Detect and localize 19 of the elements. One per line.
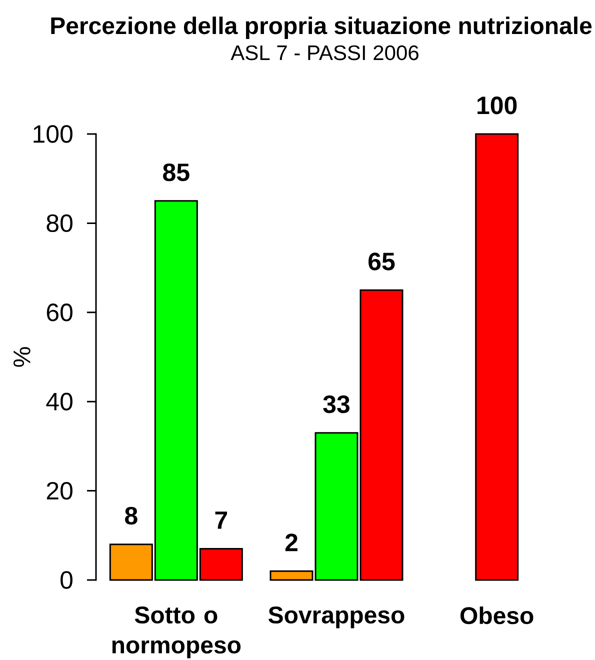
- y-tick-label: 60: [46, 304, 72, 322]
- y-tick-label: 40: [46, 392, 72, 410]
- chart-subtitle: ASL 7 - PASSI 2006: [230, 45, 418, 60]
- x-tick-label: Sotto o normopeso: [112, 606, 241, 658]
- data-label: 2: [285, 534, 298, 552]
- chart-title: Percezione della propria situazione nutrizionale: [51, 16, 592, 39]
- y-tick-label: 0: [60, 571, 72, 589]
- data-label: 85: [163, 163, 190, 182]
- y-tick-label: 80: [46, 214, 72, 232]
- data-label: 8: [125, 506, 138, 525]
- data-label: 33: [323, 395, 350, 414]
- y-axis-title: %: [14, 347, 30, 367]
- data-label: 100: [478, 96, 517, 114]
- y-tick-label: 100: [34, 125, 72, 143]
- x-tick-label: Sovrappeso: [268, 606, 404, 628]
- x-tick-label: Obeso: [460, 606, 534, 624]
- y-tick-label: 20: [46, 482, 72, 500]
- data-label: 7: [215, 512, 228, 529]
- data-label: 65: [368, 252, 395, 270]
